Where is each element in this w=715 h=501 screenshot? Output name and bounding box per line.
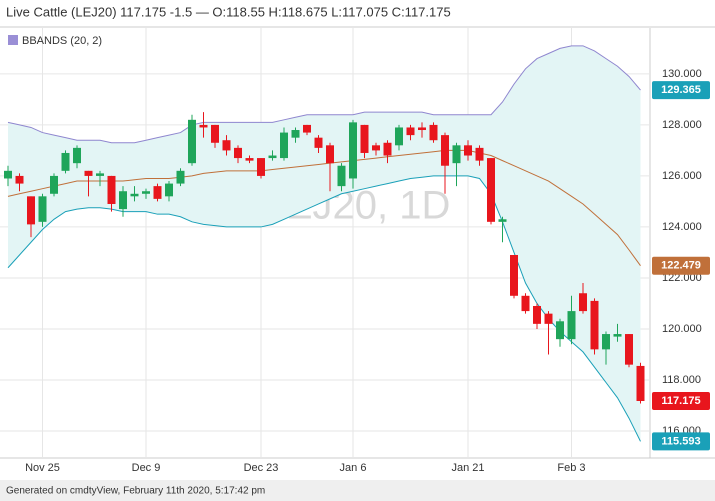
candle-body (556, 321, 564, 340)
x-tick-label: Dec 9 (132, 462, 161, 474)
y-tick-label: 120.000 (662, 323, 702, 335)
candle-body (176, 170, 185, 184)
candle-body (544, 313, 553, 324)
candle-body (4, 170, 12, 179)
candle-body (567, 311, 576, 340)
candle-body (130, 193, 139, 197)
x-tick-label: Feb 3 (557, 462, 585, 474)
price-label-bg (652, 391, 710, 410)
candle-body (418, 127, 426, 131)
y-tick-label: 128.000 (662, 119, 702, 131)
candle-body (96, 173, 104, 176)
candle-body (38, 196, 47, 222)
candle-body (521, 295, 530, 312)
y-tick-label: 126.000 (662, 170, 702, 182)
footer-bar (0, 480, 715, 501)
candle-body (314, 137, 323, 148)
candle-body (15, 175, 24, 184)
candle-body (268, 155, 277, 159)
candle-body (487, 158, 495, 222)
price-label: 115.593 (661, 435, 700, 447)
price-label-bg (652, 256, 710, 275)
candle-body (406, 127, 415, 136)
band-lower (7, 175, 641, 442)
candle-body (303, 124, 311, 133)
x-tick-label: Jan 6 (340, 462, 367, 474)
candle-body (245, 158, 254, 161)
candle-body (199, 124, 208, 128)
candle-body (383, 142, 392, 156)
candle-body (429, 124, 438, 141)
candle-body (613, 334, 622, 337)
candle-body (590, 300, 599, 350)
candle-body (291, 130, 300, 138)
candle-body (188, 119, 196, 164)
candle-body (165, 183, 173, 197)
legend-swatch (8, 35, 18, 45)
candle-body (257, 158, 265, 176)
y-tick-label: 122.000 (662, 272, 702, 284)
candle-body (27, 196, 35, 225)
candle-body (84, 170, 93, 176)
candle-body (107, 175, 116, 204)
footer: Generated on cmdtyView, February 11th 20… (6, 486, 265, 497)
candle-body (372, 145, 380, 151)
candle-body (602, 334, 610, 350)
candle-body (510, 254, 518, 296)
candle-body (360, 124, 369, 153)
candle-body (73, 147, 81, 164)
x-tick-label: Nov 25 (25, 462, 60, 474)
candle-body (349, 122, 357, 179)
legend-label: BBANDS (20, 2) (22, 35, 102, 47)
price-label-bg (652, 81, 710, 100)
candle-body (222, 140, 231, 151)
candle-body (142, 191, 150, 194)
candle-body (234, 147, 242, 159)
x-tick-label: Jan 21 (451, 462, 484, 474)
candle-body (498, 219, 507, 222)
candle-body (533, 305, 541, 324)
price-label: 129.365 (661, 84, 701, 96)
candle-body (211, 124, 219, 143)
price-label-bg (652, 432, 710, 451)
candle-body (395, 127, 403, 146)
band-fill (8, 45, 641, 442)
chart-title: Live Cattle (LEJ20) 117.175 -1.5 — O:118… (6, 4, 451, 19)
y-tick-label: 124.000 (662, 221, 702, 233)
candle-body (280, 132, 288, 159)
candle-body (50, 175, 58, 194)
price-label: 117.175 (661, 395, 700, 407)
price-label: 122.479 (661, 260, 701, 272)
candle-body (636, 365, 645, 401)
y-tick-label: 118.000 (662, 374, 701, 386)
candle-body (326, 145, 334, 164)
candle-body (337, 165, 346, 187)
x-tick-label: Dec 23 (244, 462, 279, 474)
candle-body (153, 186, 162, 199)
y-tick-label: 130.000 (662, 68, 702, 80)
candle-body (625, 334, 633, 365)
candle-body (475, 147, 484, 161)
candle-body (452, 145, 461, 164)
candle-body (61, 152, 70, 171)
candle-body (464, 145, 472, 156)
candle-body (441, 135, 449, 166)
band-upper (7, 45, 641, 144)
candle-body (579, 293, 587, 312)
candle-body (119, 191, 127, 210)
